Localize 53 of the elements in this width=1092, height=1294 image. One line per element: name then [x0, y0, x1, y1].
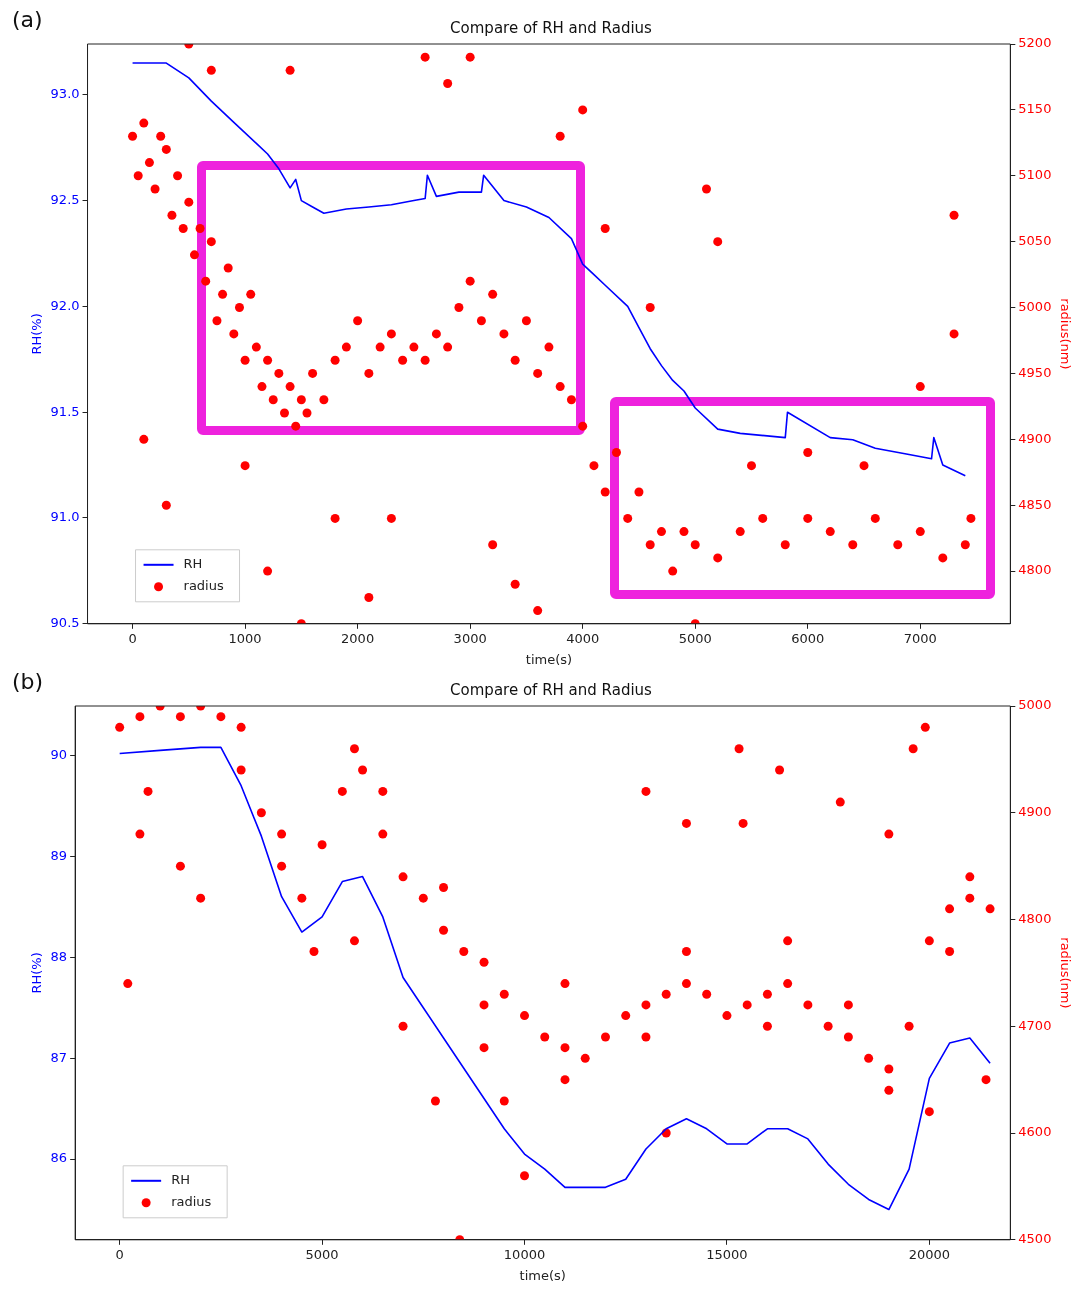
y2-tick-label: 4900 [1018, 430, 1052, 446]
y2-tick-label: 5150 [1018, 101, 1052, 117]
x-tick-label: 20000 [908, 1246, 951, 1262]
x-axis-title: time(s) [525, 651, 573, 667]
y-tick-label: 90.5 [50, 615, 80, 631]
y-tick-label: 92.0 [50, 297, 80, 313]
x-tick-label: 5000 [305, 1246, 339, 1262]
y2-axis-title: radius(nm) [1057, 298, 1073, 370]
legend-label: RH [171, 1172, 190, 1188]
x-tick-label: 6000 [791, 630, 825, 646]
y2-tick-label: 4850 [1018, 496, 1052, 512]
x-tick-label: 7000 [903, 630, 937, 646]
x-tick-label: 5000 [678, 630, 712, 646]
y-tick-label: 89 [50, 847, 68, 863]
y-tick-label: 87 [50, 1049, 68, 1065]
chart-title: Compare of RH and Radius [450, 680, 653, 699]
text: (b) [12, 668, 44, 694]
y2-tick-label: 4900 [1018, 804, 1052, 820]
chart-title: Compare of RH and Radius [450, 18, 653, 37]
y2-tick-label: 5050 [1018, 233, 1052, 249]
y-tick-label: 92.5 [50, 191, 80, 207]
y-tick-label: 86 [50, 1150, 68, 1166]
text: (a) [12, 6, 43, 32]
y2-tick-label: 4800 [1018, 910, 1052, 926]
y-tick-label: 91.5 [50, 403, 80, 419]
y-tick-label: 88 [50, 948, 68, 964]
y-tick-label: 90 [50, 746, 68, 762]
y2-tick-label: 5000 [1018, 298, 1052, 314]
y-tick-label: 91.0 [50, 509, 80, 525]
x-tick-label: 2000 [341, 630, 375, 646]
y2-tick-label: 4700 [1018, 1017, 1052, 1033]
x-tick-label: 3000 [453, 630, 487, 646]
y-tick-label: 93.0 [50, 86, 80, 102]
y2-tick-label: 4500 [1018, 1231, 1052, 1247]
y-axis-title: RH(%) [29, 952, 45, 994]
x-tick-label: 1000 [228, 630, 262, 646]
x-tick-label: 4000 [566, 630, 600, 646]
x-axis-title: time(s) [519, 1267, 566, 1283]
y2-tick-label: 4950 [1018, 364, 1052, 380]
y2-axis-title: radius(nm) [1057, 937, 1073, 1009]
x-tick-label: 15000 [706, 1246, 748, 1262]
legend-label: radius [183, 578, 224, 594]
x-tick-label: 10000 [503, 1246, 546, 1262]
y-axis-title: RH(%) [29, 313, 45, 355]
y2-tick-label: 4600 [1018, 1124, 1052, 1140]
legend-label: RH [183, 556, 203, 572]
y2-tick-label: 5000 [1018, 697, 1052, 713]
legend-label: radius [171, 1194, 212, 1210]
x-tick-label: 0 [128, 630, 137, 646]
y2-tick-label: 5100 [1018, 167, 1052, 183]
y2-tick-label: 4800 [1018, 562, 1052, 578]
y2-tick-label: 5200 [1018, 35, 1052, 51]
x-tick-label: 0 [115, 1246, 124, 1262]
